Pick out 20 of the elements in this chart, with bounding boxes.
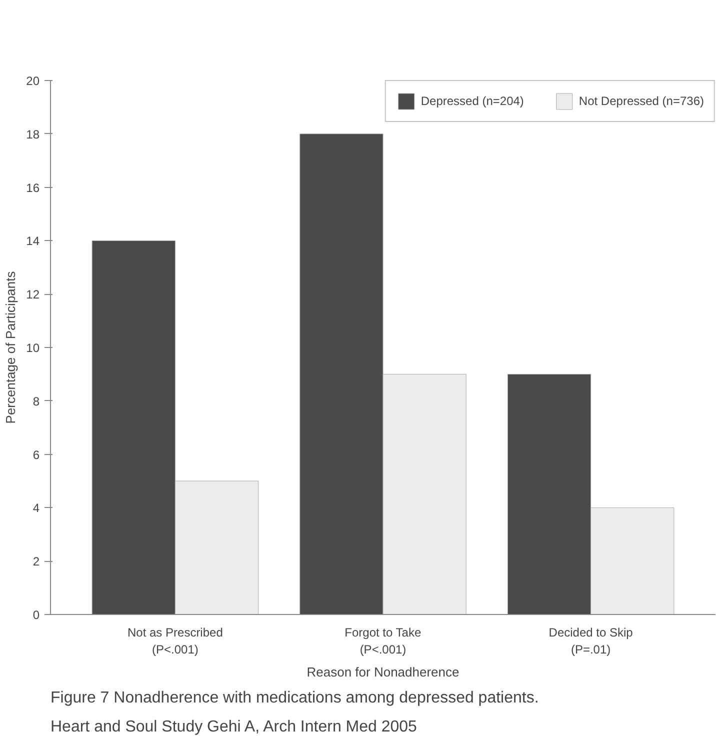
legend-label: Depressed (n=204) [420,94,524,108]
legend-label: Not Depressed (n=736) [578,94,704,108]
y-tick-label: 4 [32,501,40,516]
x-axis-title: Reason for Nonadherence [306,664,460,680]
text: Heart and Soul Study Gehi A, Arch Intern Med 2005 [50,718,418,736]
y-tick-label: 16 [26,180,40,195]
y-tick-label: 14 [26,234,40,248]
y-tick-label: 2 [32,554,40,569]
y-tick-label: 18 [26,127,40,142]
caption: Figure 7 Nonadherence with medications among depressed patients. [50,690,539,706]
y-tick-label: 20 [26,74,40,88]
y-axis-title: Percentage of Participants [3,270,18,424]
y-tick-label: 0 [32,608,40,622]
x-tick-label: Decided to Skip (P=.01) [548,626,634,656]
x-tick-label: Forgot to Take (P<.001) [344,626,422,656]
y-tick-label: 12 [26,288,40,302]
x-tick-label: Not as Prescribed (P<.001) [128,626,223,656]
y-tick-label: 6 [32,448,40,462]
y-tick-label: 10 [26,341,40,355]
y-tick-label: 8 [32,394,40,408]
